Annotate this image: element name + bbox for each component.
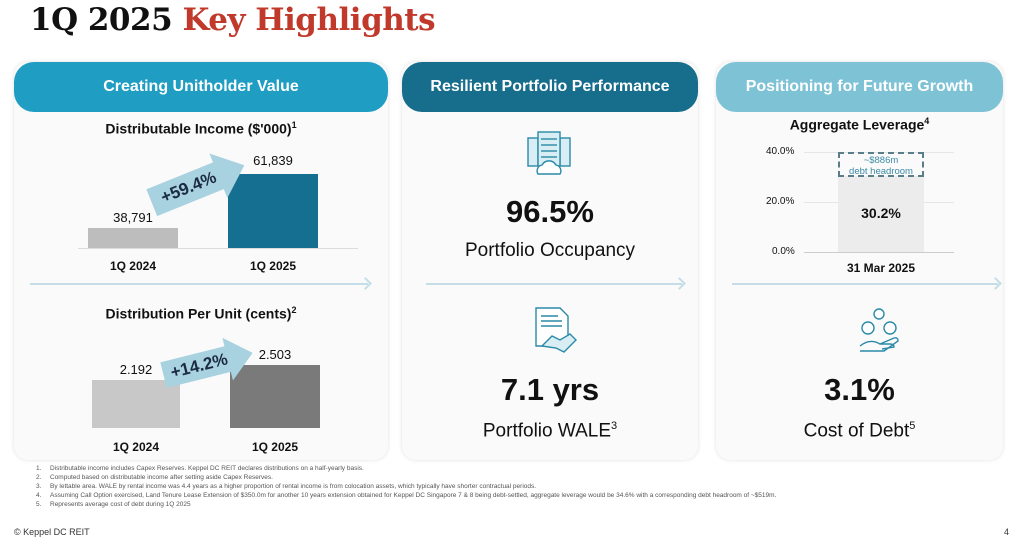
chart-title: Distributable Income ($'000)1 bbox=[105, 120, 297, 137]
footnote: 3. By lettable area. WALE by rental incom… bbox=[36, 483, 537, 490]
cost-of-debt-label: Cost of Debt5 bbox=[803, 420, 916, 442]
baseline bbox=[804, 252, 954, 253]
page-number: 4 bbox=[1004, 527, 1010, 537]
contract-handshake-icon bbox=[535, 307, 577, 353]
divider-arrow bbox=[30, 283, 368, 285]
y-tick: 40.0% bbox=[766, 146, 795, 157]
occupancy-label: Portfolio Occupancy bbox=[464, 240, 636, 261]
page-title: 1Q 2025 Key Highlights bbox=[30, 2, 436, 38]
bar-1q2024 bbox=[92, 380, 180, 428]
title-main: Key Highlights bbox=[182, 2, 436, 38]
finance-hand-icon bbox=[859, 308, 899, 352]
category-label: 31 Mar 2025 bbox=[846, 261, 916, 275]
bar-1q2025 bbox=[228, 174, 318, 248]
headroom-box: ~$886m debt headroom bbox=[838, 152, 924, 177]
footer-copyright: © Keppel DC REIT bbox=[14, 527, 90, 537]
value-label: 61,839 bbox=[253, 153, 293, 168]
panel-future-growth: Positioning for Future Growth Aggregate … bbox=[716, 62, 1003, 460]
panel-header: Positioning for Future Growth bbox=[716, 62, 1003, 112]
panel-header: Creating Unitholder Value bbox=[14, 62, 388, 112]
divider-arrow bbox=[732, 283, 998, 285]
category-label: 1Q 2024 bbox=[109, 259, 157, 273]
category-label: 1Q 2024 bbox=[112, 440, 160, 454]
footnote: 1. Distributable income includes Capex Re… bbox=[36, 465, 364, 472]
data-center-icon bbox=[527, 131, 571, 175]
occupancy-value: 96.5% bbox=[506, 194, 594, 229]
y-tick: 0.0% bbox=[772, 246, 795, 257]
panel-portfolio-performance: Resilient Portfolio Performance 96.5% Po… bbox=[402, 62, 698, 460]
category-label: 1Q 2025 bbox=[251, 440, 299, 454]
divider-arrow bbox=[426, 283, 682, 285]
panel-unitholder-value: Creating Unitholder Value Distributable … bbox=[14, 62, 388, 460]
wale-label: Portfolio WALE3 bbox=[482, 420, 618, 442]
leverage-value: 30.2% bbox=[861, 205, 901, 221]
footnote: 5. Represents average cost of debt during… bbox=[36, 501, 191, 508]
category-label: 1Q 2025 bbox=[249, 259, 297, 273]
baseline bbox=[78, 248, 358, 249]
bar-1q2025 bbox=[230, 365, 320, 428]
leverage-title: Aggregate Leverage4 bbox=[789, 116, 930, 133]
panel-header: Resilient Portfolio Performance bbox=[402, 62, 698, 112]
y-tick: 20.0% bbox=[766, 196, 795, 207]
title-period: 1Q 2025 bbox=[30, 2, 173, 38]
value-label: 2.503 bbox=[258, 347, 292, 362]
bar-1q2024 bbox=[88, 228, 178, 248]
footnote: 4. Assuming Call Option exercised, Land T… bbox=[36, 492, 777, 499]
value-label: 2.192 bbox=[119, 362, 153, 377]
value-label: 38,791 bbox=[113, 210, 153, 225]
leverage-bar bbox=[838, 176, 924, 252]
chart-title: Distribution Per Unit (cents)2 bbox=[105, 305, 297, 322]
footnote: 2. Computed based on distributable income… bbox=[36, 474, 273, 481]
cost-of-debt-value: 3.1% bbox=[824, 372, 895, 407]
wale-value: 7.1 yrs bbox=[500, 372, 600, 407]
